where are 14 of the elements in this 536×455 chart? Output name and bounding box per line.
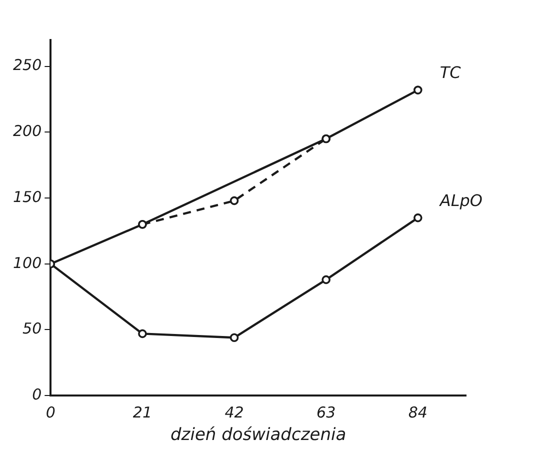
x-tick-label: 84 xyxy=(408,403,428,422)
x-tick-label: 42 xyxy=(224,403,244,422)
x-tick-label: 63 xyxy=(316,403,336,422)
series-label: TC xyxy=(440,63,462,82)
y-tick-label: 100 xyxy=(12,254,42,272)
x-axis-title: dzień doświadczenia xyxy=(170,425,346,446)
y-tick-label: 250 xyxy=(12,56,42,74)
x-tick-label: 21 xyxy=(132,403,152,422)
y-tick-label: 50 xyxy=(22,320,42,338)
series-label: ALpO xyxy=(438,190,483,210)
y-tick-label: 0 xyxy=(32,385,42,404)
y-tick-label: 200 xyxy=(12,122,42,140)
y-tick-label: 150 xyxy=(12,188,42,206)
x-tick-label: 0 xyxy=(46,403,56,422)
